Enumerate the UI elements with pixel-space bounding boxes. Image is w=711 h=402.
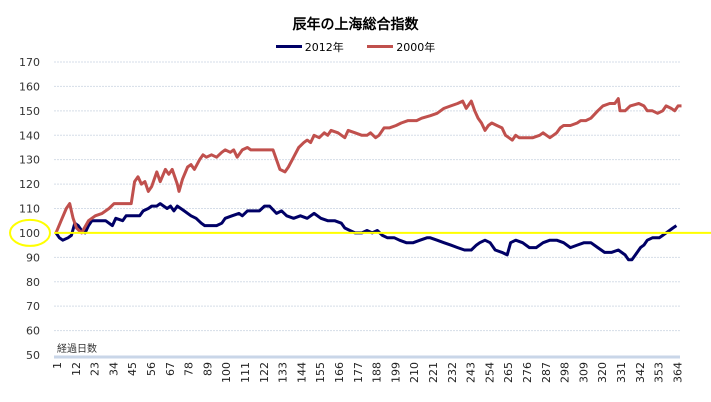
x-tick-label: 1 <box>51 362 64 369</box>
chart-title: 辰年の上海総合指数 <box>292 17 419 33</box>
x-tick-label: 342 <box>634 362 647 383</box>
y-tick-label: 170 <box>19 56 40 69</box>
x-tick-label: 320 <box>596 362 609 383</box>
y-tick-label: 90 <box>26 251 40 264</box>
series-line-2012 <box>54 202 678 262</box>
x-tick-label: 45 <box>126 362 139 376</box>
series-line-2000 <box>54 97 682 235</box>
y-tick-label: 120 <box>19 178 40 191</box>
x-tick-label: 254 <box>483 362 496 383</box>
x-tick-label: 243 <box>465 362 478 383</box>
x-tick-label: 298 <box>559 362 572 383</box>
x-tick-label: 122 <box>258 362 271 383</box>
legend: 2012年 2000年 <box>0 38 711 55</box>
x-tick-label: 232 <box>446 362 459 383</box>
x-tick-label: 166 <box>333 362 346 383</box>
legend-item-2012: 2012年 <box>275 39 344 55</box>
x-tick-label: 188 <box>371 362 384 383</box>
x-tick-label: 34 <box>107 362 120 376</box>
x-tick-label: 265 <box>502 362 515 383</box>
x-tick-label: 177 <box>352 362 365 383</box>
x-tick-label: 276 <box>521 362 534 383</box>
y-tick-label: 130 <box>19 154 40 167</box>
legend-swatch-2012 <box>275 45 302 48</box>
x-tick-label: 100 <box>220 362 233 383</box>
x-tick-label: 144 <box>295 362 308 383</box>
x-tick-label: 309 <box>577 362 590 383</box>
x-tick-label: 353 <box>653 362 666 383</box>
x-tick-label: 331 <box>615 362 628 383</box>
y-tick-label: 160 <box>19 80 40 93</box>
highlight-circle-100 <box>9 218 51 247</box>
x-tick-label: 12 <box>70 362 83 376</box>
y-tick-label: 70 <box>26 300 40 313</box>
y-tick-label: 60 <box>26 325 40 338</box>
y-tick-label: 50 <box>26 349 40 362</box>
x-tick-label: 111 <box>239 362 252 383</box>
y-tick-label: 80 <box>26 276 40 289</box>
x-axis-title: 経過日数 <box>57 342 97 355</box>
x-tick-label: 133 <box>277 362 290 383</box>
legend-label-2012: 2012年 <box>304 40 344 54</box>
y-tick-label: 150 <box>19 105 40 118</box>
x-tick-label: 78 <box>183 362 196 376</box>
x-tick-label: 155 <box>314 362 327 383</box>
x-tick-label: 287 <box>540 362 553 383</box>
x-tick-label: 23 <box>89 362 102 376</box>
x-tick-label: 364 <box>671 362 684 383</box>
y-tick-label: 140 <box>19 129 40 142</box>
y-tick-label: 100 <box>19 227 40 240</box>
x-tick-label: 210 <box>408 362 421 383</box>
legend-item-2000: 2000年 <box>367 39 435 55</box>
x-tick-label: 89 <box>201 362 214 376</box>
y-tick-label: 110 <box>19 203 40 216</box>
legend-swatch-2000 <box>367 45 394 48</box>
x-tick-label: 56 <box>145 362 158 376</box>
x-tick-label: 67 <box>164 362 177 376</box>
legend-label-2000: 2000年 <box>396 40 436 54</box>
x-tick-label: 199 <box>389 362 402 383</box>
x-tick-label: 221 <box>427 362 440 383</box>
